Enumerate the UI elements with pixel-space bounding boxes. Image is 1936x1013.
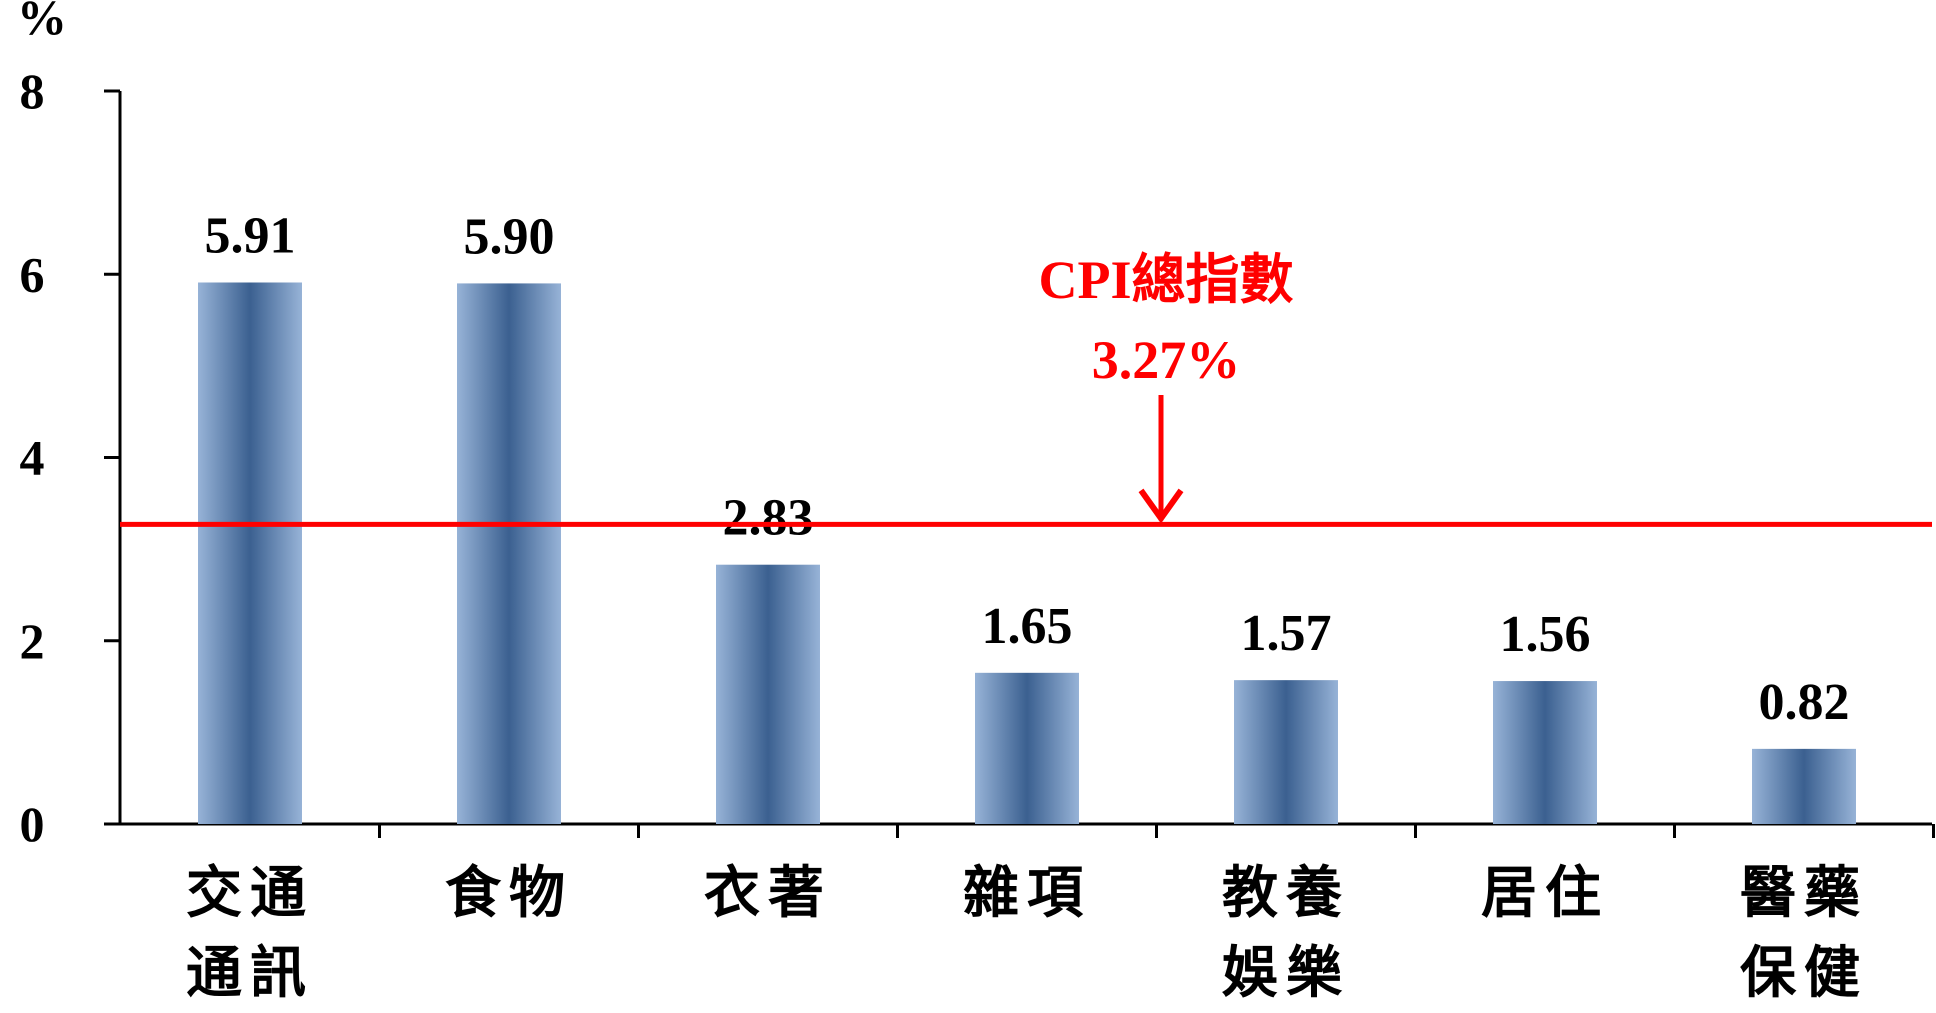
cpi-value-label: 3.27% <box>1092 330 1241 390</box>
y-tick-label: 8 <box>20 63 45 119</box>
category-label: 醫藥 <box>1740 860 1868 926</box>
y-axis-unit-label: % <box>17 0 67 45</box>
y-tick-label: 4 <box>20 430 45 486</box>
bar <box>457 283 561 825</box>
bar <box>975 672 1079 824</box>
bar <box>716 564 820 824</box>
bar <box>1234 680 1338 824</box>
value-label: 1.57 <box>1241 605 1332 662</box>
category-label: 食物 <box>445 860 573 926</box>
cpi-label: CPI總指數 <box>1039 250 1294 310</box>
cpi-arrow-icon <box>1138 488 1184 524</box>
category-label: 居住 <box>1481 860 1609 926</box>
category-label: 通訊 <box>186 940 314 1006</box>
value-label: 1.65 <box>982 598 1073 655</box>
value-label: 5.90 <box>464 208 555 265</box>
bar <box>1493 681 1597 824</box>
category-label: 教養 <box>1222 860 1350 926</box>
y-tick-label: 6 <box>20 246 45 302</box>
y-tick-label: 0 <box>20 796 45 852</box>
category-label: 保健 <box>1740 940 1868 1006</box>
bar <box>1752 748 1856 824</box>
cpi-annotation: CPI總指數 3.27% <box>1039 250 1294 524</box>
y-tick-label: 2 <box>20 613 45 669</box>
category-label: 衣著 <box>704 860 832 926</box>
category-label: 交通 <box>186 860 314 926</box>
value-label: 5.91 <box>205 207 296 264</box>
category-label: 娛樂 <box>1222 940 1350 1006</box>
category-label: 雜項 <box>963 860 1091 926</box>
bar <box>198 282 302 825</box>
value-label: 0.82 <box>1759 674 1850 731</box>
value-label: 2.83 <box>723 490 814 547</box>
value-label: 1.56 <box>1500 606 1591 663</box>
